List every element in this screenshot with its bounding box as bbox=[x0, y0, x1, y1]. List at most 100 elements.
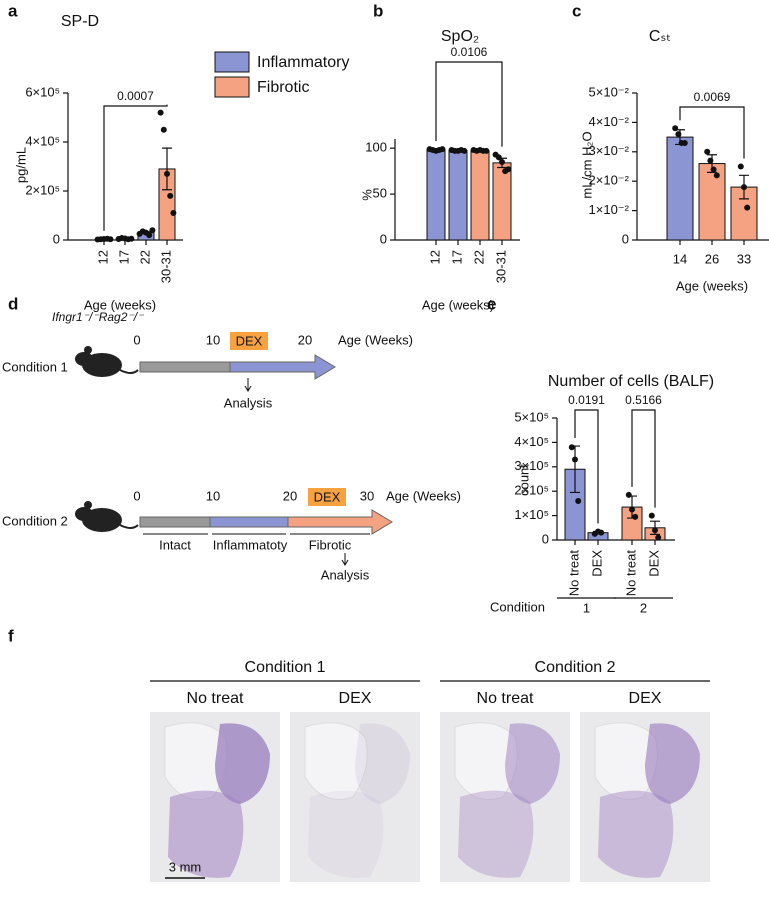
image-label: DEX bbox=[629, 690, 662, 707]
p-value: 0.5166 bbox=[625, 393, 662, 407]
chart-title: SP-D bbox=[61, 13, 99, 30]
bar bbox=[698, 163, 726, 241]
data-point bbox=[461, 147, 468, 154]
group-axis-label: Condition bbox=[490, 599, 545, 614]
x-tick-label: 12 bbox=[427, 250, 442, 264]
y-tick-label: 1×10⁻² bbox=[589, 202, 630, 217]
x-tick-label: 17 bbox=[449, 250, 464, 264]
data-point bbox=[707, 157, 714, 164]
data-point bbox=[652, 527, 658, 534]
x-tick-label: 22 bbox=[471, 250, 486, 264]
data-point bbox=[495, 154, 502, 161]
data-point bbox=[655, 534, 662, 541]
error-bar bbox=[162, 147, 172, 191]
x-tick-label: 30-31 bbox=[493, 250, 508, 283]
data-point bbox=[675, 131, 682, 138]
phase-label: Fibrotic bbox=[309, 537, 352, 552]
x-tick-label: No treat bbox=[623, 550, 638, 597]
significance-bracket bbox=[679, 106, 745, 159]
data-point bbox=[568, 444, 575, 451]
y-axis-label: mL/cm H₂O bbox=[579, 131, 594, 198]
readout-label: Analysis bbox=[321, 567, 370, 582]
data-point bbox=[704, 148, 711, 155]
x-axis-label: Age (weeks) bbox=[676, 278, 748, 293]
lung-lobe bbox=[645, 723, 700, 804]
x-axis-label: Age (weeks) bbox=[84, 297, 156, 312]
y-tick-label: 5×10⁵ bbox=[514, 409, 549, 424]
x-tick-label: 33 bbox=[737, 251, 751, 266]
y-tick-label: 0 bbox=[380, 231, 387, 246]
histology-images bbox=[150, 712, 710, 882]
chart-title: SpO₂ bbox=[441, 28, 479, 45]
panel-label: f bbox=[8, 626, 14, 645]
data-point bbox=[164, 170, 170, 177]
time-tick: 0 bbox=[133, 332, 140, 347]
timeline-segment bbox=[139, 516, 211, 528]
arrow bbox=[244, 378, 252, 392]
y-axis-label: count bbox=[516, 464, 531, 496]
data-point bbox=[713, 172, 720, 179]
lung-lobe bbox=[304, 722, 368, 800]
data-point bbox=[128, 235, 135, 242]
data-point bbox=[157, 109, 164, 116]
timeline-arrow bbox=[229, 354, 336, 380]
data-point bbox=[107, 236, 114, 243]
time-tick: 20 bbox=[298, 332, 312, 347]
data-point bbox=[710, 166, 717, 173]
condition-label: Condition 1 bbox=[2, 359, 68, 374]
time-tick: 30 bbox=[360, 488, 374, 503]
scale-bar-label: 3 mm bbox=[169, 859, 202, 874]
x-tick-label: 22 bbox=[137, 250, 152, 264]
lung-lobe bbox=[308, 790, 384, 878]
significance-bracket bbox=[435, 61, 503, 147]
timeline-arrow bbox=[287, 509, 393, 535]
mouse-icon bbox=[75, 501, 139, 532]
bar bbox=[492, 162, 512, 241]
p-value: 0.0191 bbox=[568, 393, 605, 407]
data-point bbox=[572, 456, 578, 463]
lung-lobe bbox=[505, 723, 560, 804]
y-axis-label: pg/mL bbox=[13, 147, 28, 183]
y-tick-label: 0 bbox=[53, 231, 60, 246]
image-label: DEX bbox=[339, 690, 372, 707]
lung-lobe bbox=[355, 723, 410, 804]
data-point bbox=[744, 204, 751, 211]
y-tick-label: 5×10⁻² bbox=[589, 84, 630, 99]
time-tick: 10 bbox=[206, 332, 220, 347]
significance-bracket bbox=[103, 104, 168, 231]
y-tick-label: 3×10⁵ bbox=[514, 458, 549, 473]
diagram: Ifngr1⁻/⁻Rag2⁻/⁻ Condition 1 Condition 2… bbox=[2, 310, 461, 582]
panel-label: c bbox=[572, 1, 581, 20]
axis-label: Age (Weeks) bbox=[338, 332, 413, 347]
bar bbox=[426, 149, 446, 241]
data-point bbox=[648, 512, 655, 519]
time-tick: 10 bbox=[206, 488, 220, 503]
lung-lobe bbox=[215, 723, 270, 804]
y-tick-label: 0 bbox=[542, 531, 549, 546]
lung-lobe bbox=[598, 790, 674, 878]
p-value: 0.0007 bbox=[117, 89, 154, 103]
treatment-label: DEX bbox=[314, 489, 341, 504]
y-tick-label: 2×10⁵ bbox=[25, 182, 60, 197]
data-point bbox=[741, 184, 747, 191]
y-tick-label: 2×10⁵ bbox=[514, 483, 549, 498]
x-tick-label: No treat bbox=[566, 550, 581, 597]
group-label: 1 bbox=[583, 600, 590, 615]
group-label: Condition 2 bbox=[535, 659, 616, 676]
x-tick-label: DEX bbox=[589, 550, 604, 577]
data-point bbox=[160, 126, 167, 133]
data-point bbox=[170, 210, 177, 217]
phase-label: Inflammatoty bbox=[213, 537, 288, 552]
data-point bbox=[625, 491, 632, 498]
group-label: Condition 1 bbox=[245, 659, 326, 676]
image-label: No treat bbox=[477, 690, 534, 707]
panel-label: a bbox=[8, 1, 18, 20]
chart-title: Cₛₜ bbox=[649, 28, 671, 45]
y-tick-label: 50 bbox=[373, 186, 387, 201]
x-tick-label: 12 bbox=[95, 250, 110, 264]
chart-title: Number of cells (BALF) bbox=[548, 373, 714, 390]
group-label: 2 bbox=[640, 600, 647, 615]
data-point bbox=[672, 125, 679, 132]
x-axis-label: Age (weeks) bbox=[422, 297, 494, 312]
legend-label: Fibrotic bbox=[257, 79, 309, 96]
